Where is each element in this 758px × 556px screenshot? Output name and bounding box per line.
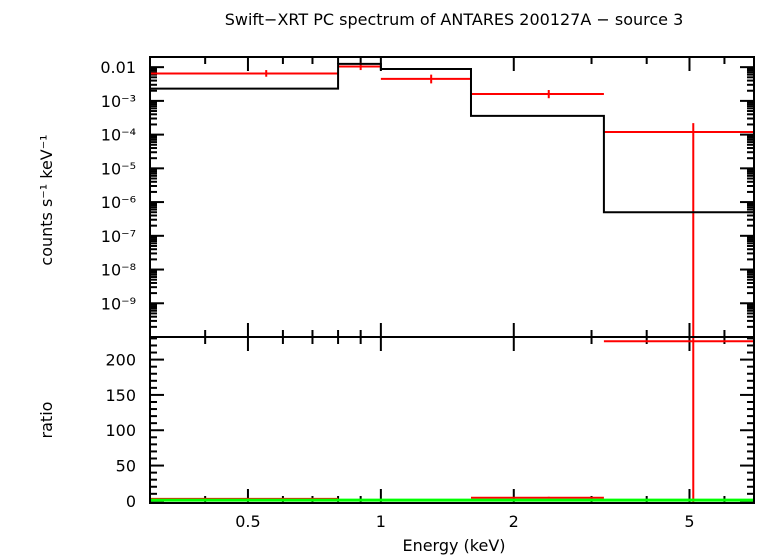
- x-tick-label: 0.5: [235, 512, 260, 531]
- y-tick-label: 100: [105, 421, 136, 440]
- x-axis-label: Energy (keV): [402, 536, 505, 555]
- y-tick-label: 10⁻⁵: [101, 159, 136, 178]
- model-step-line: [150, 62, 754, 214]
- chart-title: Swift−XRT PC spectrum of ANTARES 200127A…: [225, 10, 684, 29]
- y-tick-label: 10⁻⁸: [101, 261, 136, 280]
- y-tick-label: 50: [116, 457, 136, 476]
- y-tick-label: 10⁻⁶: [101, 193, 136, 212]
- x-tick-label: 1: [376, 512, 386, 531]
- bottom-plot-frame: [149, 336, 755, 504]
- y-tick-label: 10⁻⁹: [101, 294, 136, 313]
- x-tick-label: 2: [509, 512, 519, 531]
- y-tick-label: 0.01: [100, 58, 136, 77]
- top-plot-frame: [149, 56, 755, 338]
- top-panel-ylabel: counts s⁻¹ keV⁻¹: [37, 134, 56, 265]
- ratio-panel: 0 50 100 150 200 0.5 1 2 5: [105, 336, 755, 531]
- y-tick-label: 10⁻⁷: [101, 227, 136, 246]
- y-tick-label: 10⁻⁴: [101, 126, 136, 145]
- bottom-panel-ylabel: ratio: [37, 402, 56, 439]
- x-tick-label: 5: [684, 512, 694, 531]
- spectrum-panel: 0.01 10⁻³ 10⁻⁴ 10⁻⁵ 10⁻⁶ 10⁻⁷ 10⁻⁸ 10⁻⁹: [100, 56, 755, 338]
- y-tick-label: 0: [126, 492, 136, 511]
- y-tick-label: 200: [105, 351, 136, 370]
- y-tick-label: 10⁻³: [101, 92, 136, 111]
- y-tick-label: 150: [105, 386, 136, 405]
